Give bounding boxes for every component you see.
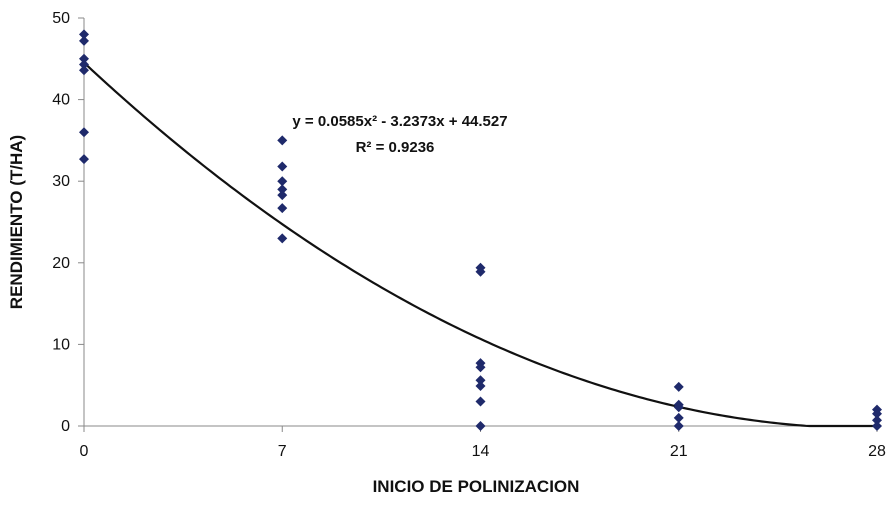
data-point (475, 266, 486, 277)
data-point (277, 190, 288, 201)
data-point (79, 29, 89, 40)
data-point (277, 184, 288, 195)
x-tick-label: 28 (868, 443, 886, 460)
trendline (83, 61, 877, 428)
data-point (475, 396, 486, 407)
data-point (277, 161, 288, 172)
data-point (277, 233, 288, 244)
data-point (79, 35, 89, 46)
y-tick-label: 0 (61, 418, 70, 435)
data-point (475, 421, 486, 431)
x-tick-label: 7 (278, 443, 287, 460)
y-axis-title: RENDIMIENTO (T/HA) (7, 135, 26, 309)
equation-annotation: y = 0.0585x² - 3.2373x + 44.527 (292, 113, 507, 130)
x-ticks: 0 7 14 21 28 (80, 426, 886, 460)
data-points (79, 29, 882, 431)
y-tick-label: 20 (52, 255, 70, 272)
x-axis-title: INICIO DE POLINIZACION (373, 477, 580, 496)
data-point (79, 59, 89, 70)
data-point (475, 375, 486, 386)
y-tick-label: 40 (52, 92, 70, 109)
data-point (673, 412, 684, 423)
data-point (475, 362, 486, 373)
y-ticks: 0 10 20 30 40 50 (52, 10, 84, 435)
y-tick-label: 10 (52, 336, 70, 353)
r-squared-annotation: R² = 0.9236 (356, 139, 435, 156)
data-point (79, 65, 89, 76)
data-point (79, 127, 89, 138)
x-tick-label: 0 (80, 443, 89, 460)
x-tick-label: 21 (670, 443, 688, 460)
data-point (277, 176, 288, 187)
data-point (872, 415, 882, 426)
x-tick-label: 14 (472, 443, 490, 460)
data-point (872, 408, 882, 419)
data-point (673, 402, 684, 413)
data-point (79, 53, 89, 64)
data-point (79, 154, 89, 165)
data-point (475, 381, 486, 392)
data-point (673, 421, 684, 431)
data-point (872, 421, 882, 431)
data-point (277, 135, 288, 146)
y-tick-label: 30 (52, 173, 70, 190)
data-point (277, 203, 288, 214)
y-tick-label: 50 (52, 10, 70, 27)
data-point (673, 381, 684, 392)
